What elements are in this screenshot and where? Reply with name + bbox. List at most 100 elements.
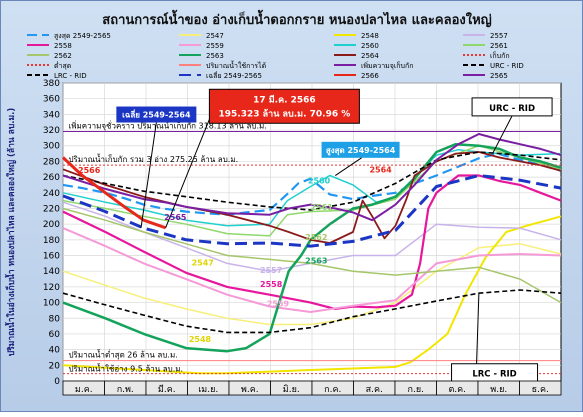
legend-label: 2562 xyxy=(54,52,72,60)
x-tick-label: พ.ย. xyxy=(490,385,507,395)
series-label: 2566 xyxy=(78,166,101,175)
x-tick-label: พ.ค. xyxy=(241,385,259,395)
series-label: 2561 xyxy=(311,203,334,212)
y-tick-label: 0 xyxy=(54,377,60,387)
series-line xyxy=(62,174,562,310)
series-label: 2563 xyxy=(305,256,327,265)
legend-label: 2560 xyxy=(361,42,379,50)
legend-label: 2558 xyxy=(54,42,72,50)
legend-label: 2565 xyxy=(490,72,508,80)
urc-label: URC - RID xyxy=(489,104,535,114)
series-label: 2565 xyxy=(164,213,187,222)
y-tick-label: 220 xyxy=(43,204,60,214)
series-group xyxy=(61,131,562,375)
y-tick-label: 60 xyxy=(49,330,61,340)
legend-label: เพิ่มความจุเก็บกัก xyxy=(361,61,413,70)
y-tick-label: 340 xyxy=(43,110,60,120)
min-text: ปริมาณน้ำต่ำสุด 26 ล้าน ลบ.ม. xyxy=(68,349,177,360)
y-tick-label: 300 xyxy=(43,142,60,152)
x-tick-label: ม.ค. xyxy=(75,385,93,395)
legend-label: 2564 xyxy=(361,52,379,60)
legend-label: เฉลี่ย 2549-2565 xyxy=(206,71,262,80)
max-leader xyxy=(334,157,362,176)
date-box xyxy=(208,88,360,124)
y-tick-label: 380 xyxy=(43,79,60,89)
y-tick-label: 80 xyxy=(49,314,61,324)
legend-label: URC - RID xyxy=(490,62,524,70)
series-line xyxy=(62,207,562,304)
y-tick-label: 20 xyxy=(49,361,61,371)
usable-text: ปริมาณน้ำใช้อ่าง 9.5 ล้าน ลบ.ม. xyxy=(68,363,183,374)
y-tick-label: 160 xyxy=(43,252,60,262)
series-label: 2557 xyxy=(260,266,282,275)
lrc-label: LRC - RID xyxy=(472,370,516,380)
urc-leader xyxy=(492,115,513,154)
x-tick-label: มี.ค. xyxy=(158,384,176,395)
legend-label: 2557 xyxy=(490,32,508,40)
y-tick-label: 360 xyxy=(43,95,60,105)
x-tick-label: มิ.ย. xyxy=(283,384,300,395)
series-line xyxy=(62,148,562,227)
legend-label: เก็บกัก xyxy=(490,51,510,60)
x-tick-label: ต.ค. xyxy=(448,385,466,395)
x-tick-label: เม.ย. xyxy=(198,385,218,395)
axes: 0 20 40 60 80 100 120 140 160 180 200 220 240 260 280 3… xyxy=(43,79,562,396)
series-line xyxy=(62,227,562,313)
chart-title: สถานการณ์น้ำของ อ่างเก็บน้ำดอกกราย หนองป… xyxy=(102,9,491,28)
series-line xyxy=(62,144,562,237)
y-tick-label: 120 xyxy=(43,283,60,293)
series-line xyxy=(62,142,562,353)
avg-box-label: เฉลี่ย 2549-2564 xyxy=(122,109,191,120)
legend-label: 2566 xyxy=(361,72,379,80)
lrc-leader xyxy=(476,293,480,364)
max-box-label: สูงสุด 2549-2564 xyxy=(326,146,396,156)
series-line xyxy=(62,243,562,326)
y-tick-label: 200 xyxy=(43,220,60,230)
y-tick-label: 240 xyxy=(43,189,60,199)
month-cell xyxy=(519,380,562,396)
series-label: 2547 xyxy=(192,259,214,268)
legend-label: 2561 xyxy=(490,42,508,50)
series-label: 2558 xyxy=(260,280,283,289)
avg-box xyxy=(116,106,197,123)
y-tick-label: 320 xyxy=(43,126,60,136)
legend-label: 2548 xyxy=(361,32,379,40)
series-line xyxy=(62,133,562,222)
legend-label: 2559 xyxy=(206,42,224,50)
legend: สูงสุด 2549-2565 2547 2548 2557 2558 2559 2560… xyxy=(27,32,524,80)
series-line xyxy=(62,174,562,248)
y-tick-label: 140 xyxy=(43,267,60,277)
x-tick-label: ก.ย. xyxy=(408,385,424,395)
y-tick-label: 180 xyxy=(43,236,60,246)
storage-text: ปริมาณน้ำเก็บกัก รวม 3 อ่าง 275.25 ล้าน … xyxy=(68,153,238,164)
legend-label: LRC - RID xyxy=(54,72,87,80)
legend-label: 2547 xyxy=(206,32,224,40)
y-tick-label: 40 xyxy=(49,346,61,356)
x-tick-label: ธ.ค. xyxy=(532,385,549,395)
series-label: 2562 xyxy=(305,233,327,242)
max-box xyxy=(321,141,400,158)
series-label: 2559 xyxy=(267,300,290,309)
x-tick-label: ส.ค. xyxy=(366,385,383,395)
y-tick-label: 260 xyxy=(43,173,60,183)
legend-label: ต่ำสุด xyxy=(54,61,71,70)
date-line2: 195.323 ล้าน ลบ.ม. 70.96 % xyxy=(219,108,351,119)
series-label: 2560 xyxy=(308,176,331,185)
annotations: เพิ่มความจุชั่วคราว ปริมาณน้ำเก็บกัก 318… xyxy=(68,88,553,383)
series-line xyxy=(62,151,562,211)
capacity-text: เพิ่มความจุชั่วคราว ปริมาณน้ำเก็บกัก 318… xyxy=(68,120,266,131)
x-tick-label: ก.พ. xyxy=(117,385,134,395)
series-label: 2564 xyxy=(369,165,392,174)
legend-label: 2563 xyxy=(206,52,224,60)
y-axis-label: ปริมาณน้ำในอ่างเก็บน้ำ หนองปลาไหล และคลอ… xyxy=(4,108,17,357)
avg-leader xyxy=(140,122,157,229)
series-line xyxy=(62,152,562,216)
legend-label: สูงสุด 2549-2565 xyxy=(54,32,111,40)
date-leader xyxy=(165,119,210,229)
legend-label: ปริมาณน้ำใช้การได้ xyxy=(206,59,266,70)
date-line1: 17 มี.ค. 2566 xyxy=(253,94,316,105)
x-tick-label: ก.ค. xyxy=(324,385,341,395)
series-label: 2548 xyxy=(189,335,212,344)
